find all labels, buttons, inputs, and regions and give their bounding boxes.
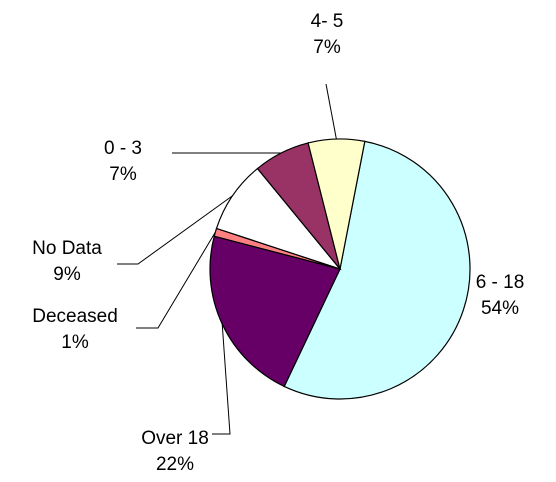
slice-percent-label: 1% [61, 332, 89, 353]
leader-line [212, 323, 231, 435]
slice-category-label: 0 - 3 [104, 138, 142, 159]
slice-percent-label: 7% [313, 37, 341, 58]
slice-category-label: 6 - 18 [476, 272, 525, 293]
pie-slice-4-5 [307, 138, 366, 270]
slice-labels: 6 - 18 54% Over 18 22% Deceased 1% No Data 9% 0 … [32, 11, 524, 475]
slice-category-label: No Data [32, 238, 102, 259]
slice-category-label: Deceased [32, 306, 118, 327]
leader-line [117, 195, 233, 265]
leader-lines [117, 83, 337, 435]
slice-percent-label: 7% [109, 164, 137, 185]
slice-category-label: 4- 5 [311, 11, 344, 32]
slice-percent-label: 54% [481, 298, 519, 319]
slice-percent-label: 22% [156, 454, 194, 475]
slice-percent-label: 9% [53, 264, 81, 285]
pie-slice-6-18 [283, 140, 471, 400]
leader-line [136, 232, 216, 329]
leader-line [325, 83, 337, 140]
slice-category-label: Over 18 [141, 428, 209, 449]
pie-slices [209, 138, 471, 400]
